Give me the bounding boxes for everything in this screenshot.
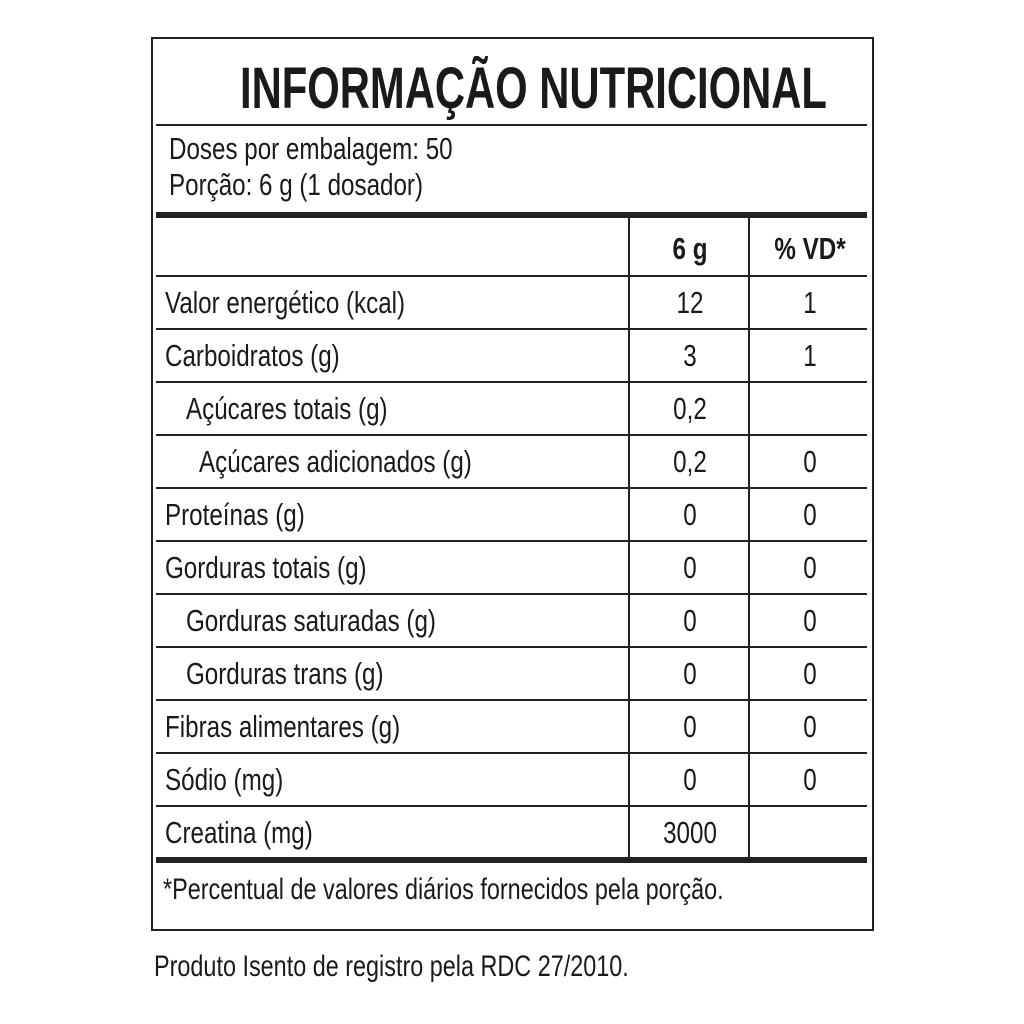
nutrient-amount: 3000 bbox=[663, 815, 717, 850]
nutrient-amount: 0 bbox=[683, 497, 697, 532]
nutrient-amount: 0 bbox=[683, 656, 697, 691]
nutrient-label: Creatina (mg) bbox=[165, 815, 313, 850]
nutrient-vd: 1 bbox=[803, 338, 817, 373]
nutrient-amount: 0 bbox=[683, 762, 697, 797]
table-row: Sódio (mg) 0 0 bbox=[153, 754, 868, 806]
table-row: Açúcares totais (g) 0,2 bbox=[153, 383, 868, 435]
column-divider bbox=[748, 213, 750, 861]
nutrition-facts-table: INFORMAÇÃO NUTRICIONAL Doses por embalag… bbox=[151, 37, 874, 931]
nutrient-vd: 0 bbox=[803, 497, 817, 532]
divider bbox=[156, 805, 867, 807]
nutrient-label: Proteínas (g) bbox=[165, 497, 305, 532]
divider bbox=[156, 124, 867, 126]
table-row: Proteínas (g) 0 0 bbox=[153, 489, 868, 541]
table-row: Carboidratos (g) 3 1 bbox=[153, 330, 868, 382]
table-row: Fibras alimentares (g) 0 0 bbox=[153, 701, 868, 753]
nutrient-label: Açúcares totais (g) bbox=[186, 391, 388, 426]
nutrient-amount: 0,2 bbox=[673, 391, 707, 426]
header-row: 6 g % VD* bbox=[153, 219, 868, 275]
nutrient-label: Gorduras trans (g) bbox=[186, 656, 384, 691]
divider bbox=[156, 540, 867, 542]
table-row: Gorduras totais (g) 0 0 bbox=[153, 542, 868, 594]
table-row: Valor energético (kcal) 12 1 bbox=[153, 277, 868, 329]
divider bbox=[156, 699, 867, 701]
nutrient-label: Fibras alimentares (g) bbox=[165, 709, 401, 744]
table-row: Gorduras saturadas (g) 0 0 bbox=[153, 595, 868, 647]
registration-note: Produto Isento de registro pela RDC 27/2… bbox=[154, 950, 629, 983]
nutrient-label: Valor energético (kcal) bbox=[165, 285, 406, 320]
nutrient-vd: 0 bbox=[803, 444, 817, 479]
divider bbox=[156, 593, 867, 595]
divider bbox=[156, 646, 867, 648]
nutrient-vd: 0 bbox=[803, 709, 817, 744]
column-divider bbox=[628, 213, 630, 861]
table-title: INFORMAÇÃO NUTRICIONAL bbox=[240, 56, 827, 121]
header-daily-value: % VD* bbox=[774, 231, 846, 266]
nutrient-label: Sódio (mg) bbox=[165, 762, 284, 797]
divider bbox=[156, 752, 867, 754]
nutrient-amount: 0 bbox=[683, 550, 697, 585]
nutrient-amount: 0,2 bbox=[673, 444, 707, 479]
nutrient-vd: 0 bbox=[803, 762, 817, 797]
servings-per-package: Doses por embalagem: 50 bbox=[169, 131, 453, 166]
nutrient-label: Carboidratos (g) bbox=[165, 338, 340, 373]
divider bbox=[156, 487, 867, 489]
nutrient-vd: 0 bbox=[803, 656, 817, 691]
nutrient-amount: 3 bbox=[683, 338, 697, 373]
nutrient-label: Gorduras saturadas (g) bbox=[186, 603, 436, 638]
nutrient-amount: 12 bbox=[676, 285, 704, 320]
thick-divider bbox=[156, 212, 867, 218]
divider bbox=[156, 275, 867, 277]
table-row: Gorduras trans (g) 0 0 bbox=[153, 648, 868, 700]
footnote: *Percentual de valores diários fornecido… bbox=[163, 873, 724, 906]
serving-size: Porção: 6 g (1 dosador) bbox=[169, 167, 424, 202]
nutrient-amount: 0 bbox=[683, 603, 697, 638]
nutrient-vd: 1 bbox=[803, 285, 817, 320]
table-row: Açúcares adicionados (g) 0,2 0 bbox=[153, 436, 868, 488]
nutrient-label: Gorduras totais (g) bbox=[165, 550, 367, 585]
divider bbox=[156, 328, 867, 330]
thick-divider bbox=[156, 857, 867, 863]
nutrient-vd: 0 bbox=[803, 603, 817, 638]
nutrient-vd: 0 bbox=[803, 550, 817, 585]
nutrient-label: Açúcares adicionados (g) bbox=[199, 444, 472, 479]
divider bbox=[156, 434, 867, 436]
nutrient-amount: 0 bbox=[683, 709, 697, 744]
table-row: Creatina (mg) 3000 bbox=[153, 807, 868, 859]
header-amount: 6 g bbox=[672, 231, 708, 266]
divider bbox=[156, 381, 867, 383]
